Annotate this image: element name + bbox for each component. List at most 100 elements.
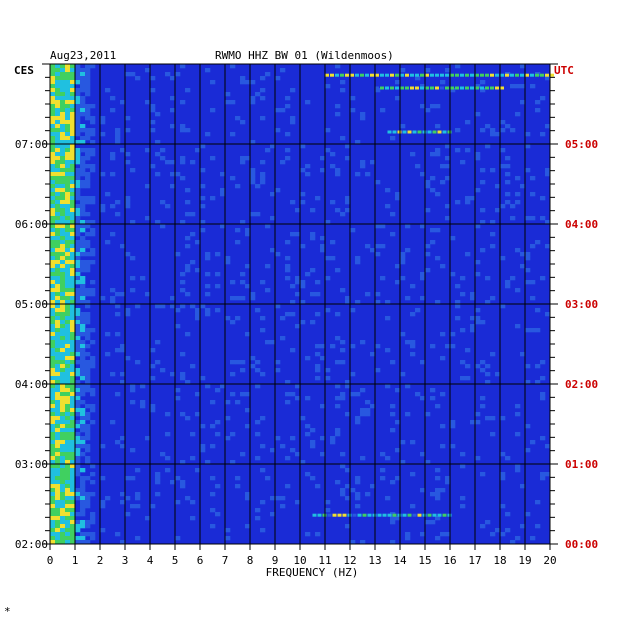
heatmap-cell: [505, 280, 511, 285]
heatmap-cell: [80, 228, 86, 233]
heatmap-cell: [55, 92, 61, 97]
heatmap-cell: [80, 244, 86, 249]
heatmap-cell: [185, 236, 191, 241]
heatmap-cell: [310, 236, 316, 241]
heatmap-cell: [65, 412, 71, 417]
heatmap-cell: [80, 412, 86, 417]
heatmap-cell: [345, 412, 351, 417]
heatmap-cell: [70, 308, 76, 313]
heatmap-cell: [80, 364, 86, 369]
heatmap-cell: [205, 68, 211, 73]
heatmap-cell: [180, 288, 186, 293]
heatmap-cell: [235, 296, 241, 301]
heatmap-cell: [65, 136, 71, 141]
y-tick-label-left: 07:00: [15, 138, 48, 151]
heatmap-cell: [345, 300, 351, 305]
heatmap-cell: [65, 100, 71, 105]
heatmap-cell: [175, 536, 181, 541]
heatmap-cell: [70, 532, 76, 537]
heatmap-cell: [50, 496, 56, 501]
heatmap-cell: [330, 164, 336, 169]
heatmap-cell: [485, 144, 491, 149]
heatmap-cell: [135, 304, 141, 309]
heatmap-cell: [70, 216, 76, 221]
heatmap-cell: [50, 140, 56, 145]
heatmap-cell: [80, 156, 86, 161]
heatmap-cell: [465, 376, 471, 381]
heatmap-cell: [210, 476, 216, 481]
heatmap-cell: [50, 268, 56, 273]
heatmap-cell: [180, 480, 186, 485]
heatmap-cell: [110, 372, 116, 377]
heatmap-cell: [60, 500, 66, 505]
heatmap-cell: [55, 356, 61, 361]
heatmap-cell: [475, 308, 481, 313]
heatmap-cell: [360, 116, 366, 121]
heatmap-cell: [70, 368, 76, 373]
heatmap-cell: [115, 128, 121, 133]
heatmap-cell: [377, 513, 382, 517]
heatmap-cell: [250, 356, 256, 361]
heatmap-cell: [190, 364, 196, 369]
heatmap-cell: [75, 168, 81, 173]
heatmap-cell: [210, 400, 216, 405]
heatmap-cell: [335, 360, 341, 365]
heatmap-cell: [355, 496, 361, 501]
heatmap-cell: [485, 416, 491, 421]
heatmap-cell: [405, 412, 411, 417]
heatmap-cell: [385, 73, 389, 77]
heatmap-cell: [437, 513, 442, 517]
heatmap-cell: [340, 88, 346, 93]
heatmap-cell: [70, 520, 76, 525]
heatmap-cell: [255, 456, 261, 461]
heatmap-cell: [55, 284, 61, 289]
heatmap-cell: [250, 212, 256, 217]
heatmap-cell: [145, 100, 151, 105]
heatmap-cell: [60, 368, 66, 373]
heatmap-cell: [130, 256, 136, 261]
heatmap-cell: [50, 528, 56, 533]
heatmap-cell: [85, 376, 91, 381]
heatmap-cell: [417, 513, 422, 517]
heatmap-cell: [65, 464, 71, 469]
heatmap-cell: [485, 372, 491, 377]
heatmap-cell: [55, 268, 61, 273]
heatmap-cell: [425, 73, 429, 77]
heatmap-cell: [210, 424, 216, 429]
heatmap-cell: [50, 236, 56, 241]
heatmap-cell: [120, 244, 126, 249]
heatmap-cell: [407, 513, 412, 517]
heatmap-cell: [70, 120, 76, 125]
heatmap-cell: [490, 296, 496, 301]
heatmap-cell: [70, 304, 76, 309]
heatmap-cell: [90, 492, 96, 497]
heatmap-cell: [70, 204, 76, 209]
heatmap-cell: [545, 172, 551, 177]
heatmap-cell: [200, 424, 206, 429]
x-tick-label: 2: [97, 554, 104, 567]
x-tick-label: 15: [418, 554, 431, 567]
heatmap-cell: [310, 440, 316, 445]
heatmap-cell: [120, 492, 126, 497]
y-tick-label-left: 03:00: [15, 458, 48, 471]
heatmap-cell: [75, 68, 81, 73]
heatmap-cell: [340, 348, 346, 353]
heatmap-cell: [65, 192, 71, 197]
heatmap-cell: [335, 112, 341, 117]
heatmap-cell: [505, 456, 511, 461]
heatmap-cell: [85, 264, 91, 269]
heatmap-cell: [75, 420, 81, 425]
heatmap-cell: [195, 316, 201, 321]
heatmap-cell: [145, 216, 151, 221]
heatmap-cell: [60, 128, 66, 133]
x-axis-label: FREQUENCY (HZ): [266, 566, 359, 579]
heatmap-cell: [345, 296, 351, 301]
heatmap-cell: [540, 360, 546, 365]
y-tick-label-right: 01:00: [565, 458, 598, 471]
heatmap-cell: [55, 208, 61, 213]
heatmap-cell: [360, 340, 366, 345]
heatmap-cell: [255, 420, 261, 425]
heatmap-cell: [435, 488, 441, 493]
heatmap-cell: [215, 272, 221, 277]
heatmap-cell: [345, 496, 351, 501]
